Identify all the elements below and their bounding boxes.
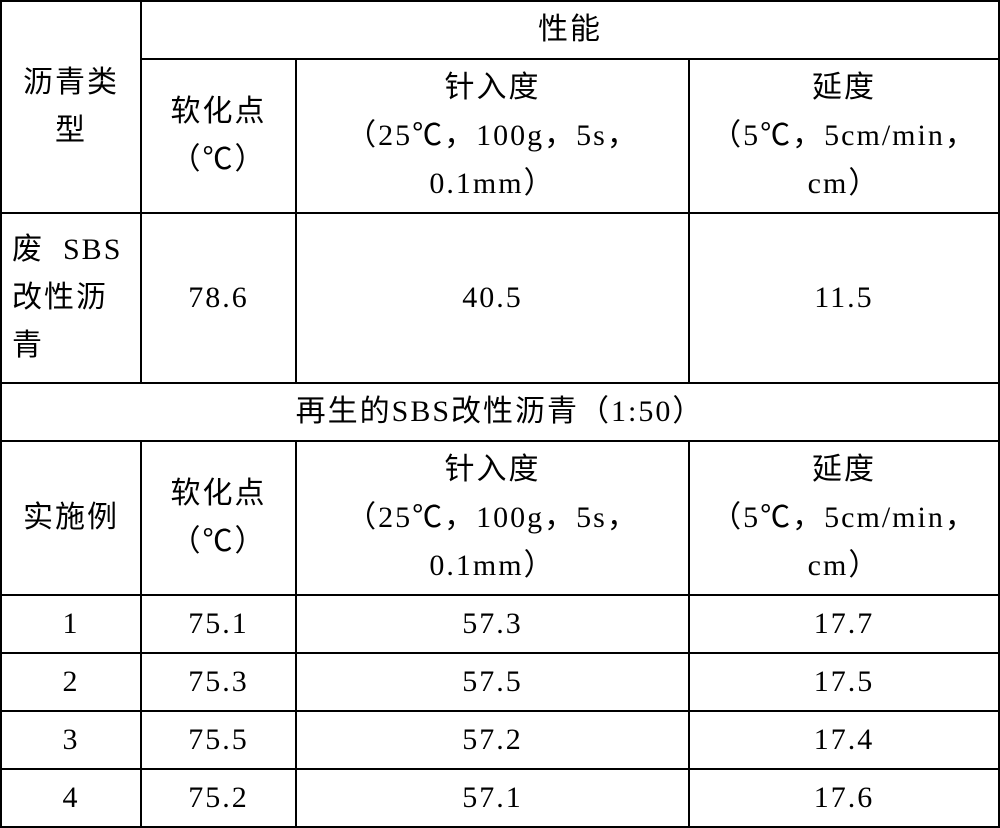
cell-waste-penetration: 40.5	[296, 213, 689, 383]
section-col-example: 实施例	[1, 441, 141, 595]
header-type: 沥青类型	[1, 1, 141, 213]
cell-penetration: 57.3	[296, 595, 689, 653]
cell-softening: 75.5	[141, 711, 296, 769]
cell-waste-softening: 78.6	[141, 213, 296, 383]
cell-waste-ductility: 11.5	[689, 213, 999, 383]
asphalt-properties-table: 沥青类型 性能 软化点（℃） 针入度（25℃，100g，5s，0.1mm） 延度…	[0, 0, 1000, 828]
section-col-penetration: 针入度（25℃，100g，5s，0.1mm）	[296, 441, 689, 595]
cell-ductility: 17.6	[689, 769, 999, 827]
cell-softening: 75.2	[141, 769, 296, 827]
section-col-softening: 软化点（℃）	[141, 441, 296, 595]
table-row: 3 75.5 57.2 17.4	[1, 711, 999, 769]
section-col-ductility: 延度（5℃，5cm/min，cm）	[689, 441, 999, 595]
table-row: 2 75.3 57.5 17.5	[1, 653, 999, 711]
section-title: 再生的SBS改性沥青（1:50）	[1, 383, 999, 441]
cell-softening: 75.1	[141, 595, 296, 653]
cell-example: 4	[1, 769, 141, 827]
header-ductility-label: 延度（5℃，5cm/min，cm）	[711, 71, 977, 200]
section-col-ductility-label: 延度（5℃，5cm/min，cm）	[711, 453, 977, 582]
header-softening-point-label: 软化点（℃）	[171, 95, 267, 176]
header-penetration: 针入度（25℃，100g，5s，0.1mm）	[296, 59, 689, 213]
cell-softening: 75.3	[141, 653, 296, 711]
section-col-softening-label: 软化点（℃）	[171, 477, 267, 558]
waste-label-text: 废 SBS改性沥青	[12, 233, 122, 362]
header-type-label: 沥青类型	[23, 66, 119, 147]
table-section-title-row: 再生的SBS改性沥青（1:50）	[1, 383, 999, 441]
cell-penetration: 57.2	[296, 711, 689, 769]
header-softening-point: 软化点（℃）	[141, 59, 296, 213]
section-col-penetration-label: 针入度（25℃，100g，5s，0.1mm）	[346, 453, 639, 582]
header-ductility: 延度（5℃，5cm/min，cm）	[689, 59, 999, 213]
cell-ductility: 17.5	[689, 653, 999, 711]
table-header-row-1: 沥青类型 性能	[1, 1, 999, 59]
cell-ductility: 17.7	[689, 595, 999, 653]
cell-penetration: 57.1	[296, 769, 689, 827]
table-row: 1 75.1 57.3 17.7	[1, 595, 999, 653]
table-header-row-2: 软化点（℃） 针入度（25℃，100g，5s，0.1mm） 延度（5℃，5cm/…	[1, 59, 999, 213]
header-penetration-label: 针入度（25℃，100g，5s，0.1mm）	[346, 71, 639, 200]
cell-example: 3	[1, 711, 141, 769]
cell-waste-label: 废 SBS改性沥青	[1, 213, 141, 383]
cell-ductility: 17.4	[689, 711, 999, 769]
table-section-header-row: 实施例 软化点（℃） 针入度（25℃，100g，5s，0.1mm） 延度（5℃，…	[1, 441, 999, 595]
header-performance-group: 性能	[141, 1, 999, 59]
table-row: 4 75.2 57.1 17.6	[1, 769, 999, 827]
cell-example: 2	[1, 653, 141, 711]
table-row-waste-sbs: 废 SBS改性沥青 78.6 40.5 11.5	[1, 213, 999, 383]
cell-example: 1	[1, 595, 141, 653]
cell-penetration: 57.5	[296, 653, 689, 711]
